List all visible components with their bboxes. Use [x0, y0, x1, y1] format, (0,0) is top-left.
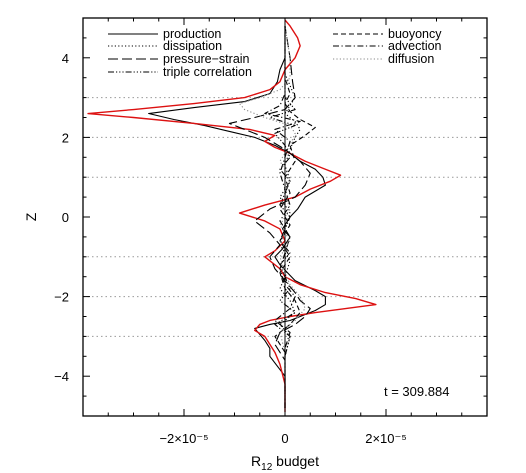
series-line-0 [148, 25, 326, 409]
legend-label: buoyoncy [388, 27, 442, 41]
y-tick-label: 4 [62, 51, 69, 66]
series-line-6 [239, 25, 306, 409]
y-tick-label: 0 [62, 210, 69, 225]
y-axis-label: Z [23, 212, 39, 221]
legend: productiondissipationpressure−straintrip… [108, 27, 442, 79]
x-axis-label-main: R [251, 453, 261, 469]
ticks-layer: −4 −2 0 2 4 −2×10⁻⁵ 0 2×10⁻⁵ [54, 17, 487, 446]
time-annotation: t = 309.884 [384, 384, 449, 399]
y-tick-label: 2 [62, 130, 69, 145]
legend-label: dissipation [163, 39, 222, 53]
series-line-7 [279, 25, 301, 409]
legend-label: advection [388, 39, 442, 53]
series-line-4 [274, 25, 316, 409]
x-tick-label: −2×10⁻⁵ [159, 431, 208, 446]
x-axis-label-subscript: 12 [261, 462, 273, 473]
series-line-2 [228, 25, 311, 409]
y-tick-label: −4 [54, 369, 69, 384]
y-tick-label: −2 [54, 290, 69, 305]
legend-label: production [163, 27, 221, 41]
x-tick-label: 0 [281, 431, 288, 446]
x-axis-label: R12 budget [251, 453, 319, 473]
legend-label: pressure−strain [163, 52, 250, 66]
legend-label: diffusion [388, 52, 434, 66]
x-tick-label: 2×10⁻⁵ [365, 431, 407, 446]
x-axis-label-suffix: budget [272, 453, 319, 469]
legend-label: triple correlation [163, 65, 252, 79]
